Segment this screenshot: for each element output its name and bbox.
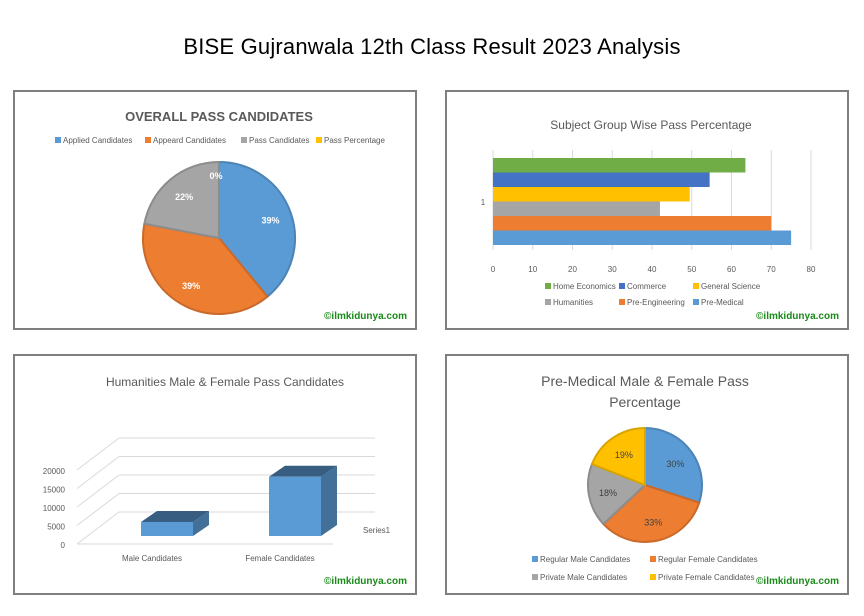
premedical-chart-panel: Pre-Medical Male & Female Pass Percentage… (445, 354, 849, 595)
x-tick-label: 60 (727, 265, 736, 274)
y-tick-label: 5000 (47, 523, 65, 532)
column-female-candidates (269, 476, 321, 536)
chart-title-line: Pre-Medical Male & Female Pass (541, 373, 749, 389)
data-label: 39% (261, 215, 279, 225)
x-tick-label: 30 (608, 265, 617, 274)
y-tick-label: 10000 (43, 504, 66, 513)
pie-slice-applied-candidates (218, 160, 296, 298)
subject-group-chart-panel: Subject Group Wise Pass Percentage 0 10 20 3… (445, 90, 849, 330)
gridline (76, 493, 120, 526)
legend-swatch (316, 137, 322, 143)
data-label: 18% (599, 488, 617, 498)
legend-label: Private Female Candidates (658, 573, 755, 582)
legend-swatch (545, 283, 551, 289)
pie-slice-private-male-candidates (587, 462, 647, 526)
y-tick-label: 0 (61, 541, 66, 550)
bar-humanities (493, 201, 660, 216)
legend-swatch (693, 299, 699, 305)
watermark: ©ilmkidunya.com (324, 576, 407, 587)
legend-label: Regular Female Candidates (658, 555, 758, 564)
gridline (76, 437, 120, 471)
y-category-label: 1 (481, 198, 486, 207)
x-tick-label: 40 (648, 265, 657, 274)
pie-slice-pass-candidates (143, 160, 220, 240)
data-label: 22% (175, 192, 193, 202)
legend-label: Humanities (553, 298, 593, 307)
x-category-label: Male Candidates (122, 554, 182, 563)
legend-label: General Science (701, 282, 761, 291)
legend-swatch (532, 556, 538, 562)
watermark: ©ilmkidunya.com (324, 311, 407, 322)
watermark: ©ilmkidunya.com (756, 576, 839, 587)
legend-swatch (650, 574, 656, 580)
bar-general-science (493, 187, 690, 202)
gridline (76, 511, 120, 545)
legend-swatch (55, 137, 61, 143)
y-tick-label: 15000 (43, 486, 66, 495)
chart-title-line: Percentage (609, 394, 681, 410)
pie-slice-regular-female-candidates (602, 483, 701, 543)
legend-swatch (619, 283, 625, 289)
bar-pre-engineering (493, 216, 772, 231)
pie-slice-private-female-candidates (590, 426, 646, 487)
legend-label: Private Male Candidates (540, 573, 627, 582)
series-label: Series1 (363, 526, 391, 535)
legend-label: Commerce (627, 282, 667, 291)
data-label: 19% (615, 450, 633, 460)
legend-swatch (693, 283, 699, 289)
pie-slice-regular-male-candidates (644, 426, 703, 504)
x-tick-label: 80 (807, 265, 816, 274)
humanities-column-chart: Humanities Male & Female Pass Candidates… (43, 375, 391, 563)
x-tick-label: 10 (528, 265, 537, 274)
bar-commerce (493, 172, 710, 187)
data-label: 39% (182, 281, 200, 291)
chart-title: OVERALL PASS CANDIDATES (125, 109, 313, 124)
column-side (193, 510, 209, 536)
page-title: BISE Gujranwala 12th Class Result 2023 A… (183, 34, 681, 59)
premedical-pie-chart: Pre-Medical Male & Female Pass Percentage… (532, 373, 758, 582)
data-label: 33% (644, 518, 662, 528)
bar-pre-medical (493, 230, 792, 245)
chart-title: Subject Group Wise Pass Percentage (550, 118, 752, 132)
legend-label: Pre-Engineering (627, 298, 685, 307)
subject-group-bar-chart: Subject Group Wise Pass Percentage 0 10 20 3… (481, 118, 816, 307)
x-tick-label: 20 (568, 265, 577, 274)
overall-pass-pie-chart: OVERALL PASS CANDIDATES Applied Candidate… (55, 109, 385, 315)
x-tick-label: 70 (767, 265, 776, 274)
legend-swatch (532, 574, 538, 580)
chart-title: Humanities Male & Female Pass Candidates (106, 375, 344, 389)
legend-swatch (545, 299, 551, 305)
data-label: 0% (209, 171, 222, 181)
column-male-candidates (141, 521, 193, 536)
legend-swatch (650, 556, 656, 562)
column-side (321, 465, 337, 536)
humanities-chart-panel: Humanities Male & Female Pass Candidates… (13, 354, 417, 595)
legend-label: Regular Male Candidates (540, 555, 630, 564)
column-top (141, 510, 209, 522)
gridline (76, 456, 120, 489)
legend-label: Pass Percentage (324, 136, 385, 145)
legend-label: Home Economics (553, 282, 616, 291)
overall-pass-chart-panel: OVERALL PASS CANDIDATES Applied Candidate… (13, 90, 417, 330)
legend-label: Pre-Medical (701, 298, 744, 307)
legend-label: Pass Candidates (249, 136, 309, 145)
y-tick-label: 20000 (43, 467, 66, 476)
legend-swatch (619, 299, 625, 305)
legend-swatch (241, 137, 247, 143)
x-tick-label: 50 (687, 265, 696, 274)
legend-label: Appeard Candidates (153, 136, 226, 145)
column-top (269, 465, 337, 477)
x-category-label: Female Candidates (245, 554, 314, 563)
data-label: 30% (666, 459, 684, 469)
watermark: ©ilmkidunya.com (756, 311, 839, 322)
bar-home-economics (493, 158, 746, 173)
x-tick-label: 0 (491, 265, 496, 274)
legend-label: Applied Candidates (63, 136, 132, 145)
gridline (76, 474, 120, 508)
pie-slice-appeard-candidates (142, 222, 269, 315)
legend-swatch (145, 137, 151, 143)
